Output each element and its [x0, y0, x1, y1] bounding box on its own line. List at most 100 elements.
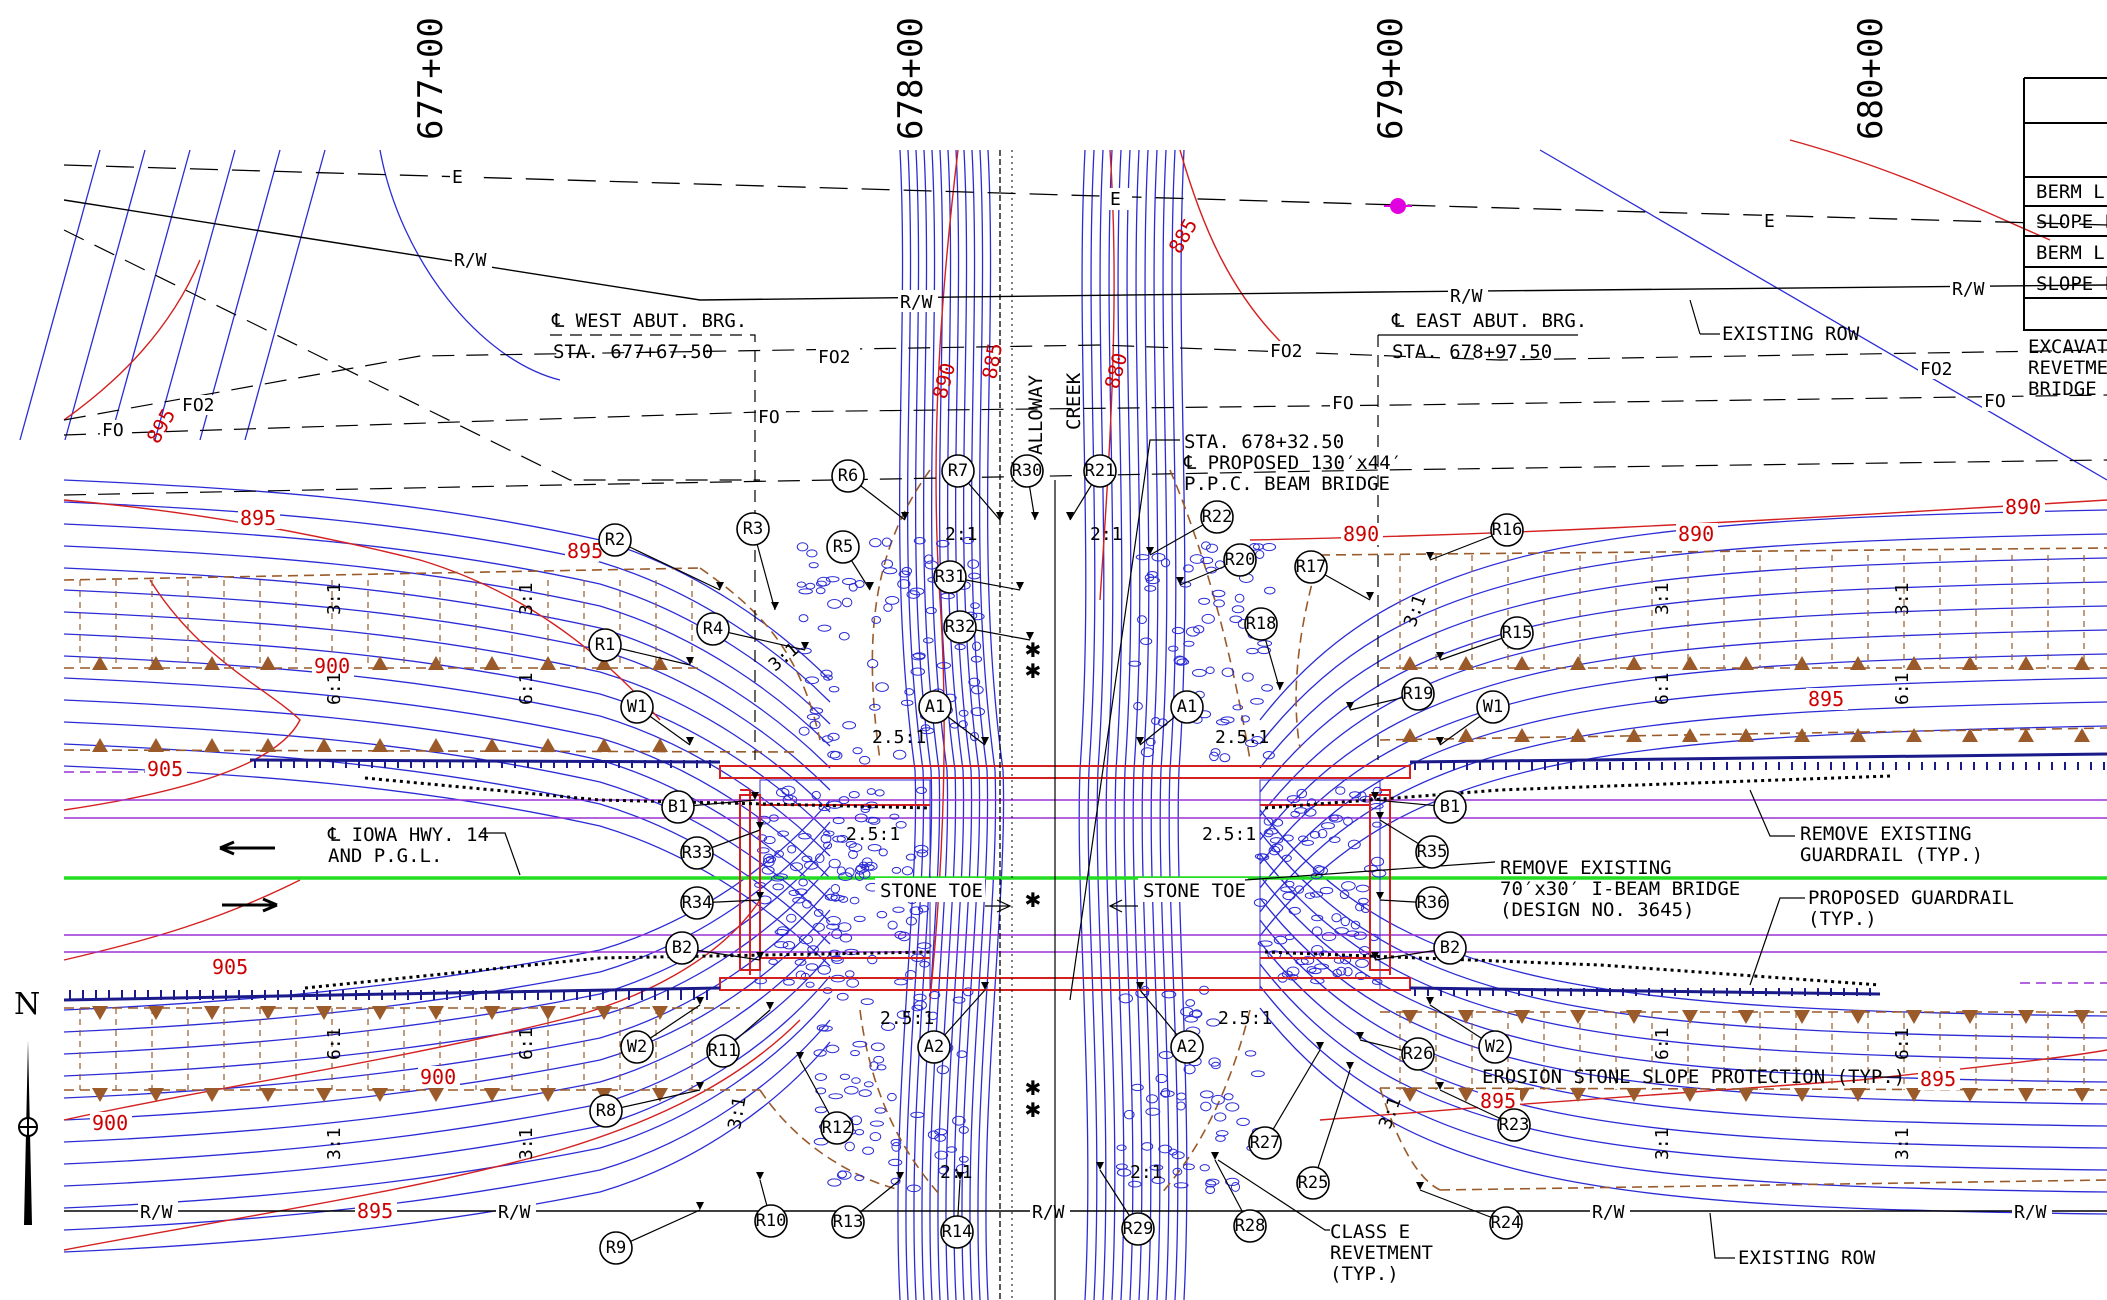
existing-contours: [19, 149, 2107, 1300]
reference-bubble-r32: R32: [943, 610, 977, 644]
existing-row-callout-bottom: EXISTING ROW: [1709, 1212, 1876, 1269]
reference-bubble-r27: R27: [1248, 1126, 1282, 1160]
roadway-lines: [64, 771, 2107, 984]
svg-text:FO2: FO2: [1270, 341, 1303, 362]
east-abutment-callout: ℄ EAST ABUT. BRG. STA. 678+97.50: [1377, 310, 1587, 760]
svg-text:B2: B2: [672, 938, 692, 958]
reference-bubble-r20: R20: [1223, 543, 1257, 577]
svg-text:STONE TOE: STONE TOE: [880, 880, 983, 902]
svg-text:(TYP.): (TYP.): [1330, 1263, 1399, 1285]
svg-text:✱: ✱: [1025, 1094, 1041, 1124]
slope-ratio-label: 3:1: [1652, 1127, 1673, 1160]
svg-text:R25: R25: [1298, 1173, 1329, 1193]
reference-bubble-w2: W2: [1478, 1030, 1512, 1064]
proposed-guardrail-callout: PROPOSED GUARDRAIL (TYP.): [1749, 887, 2014, 986]
svg-text:R14: R14: [942, 1222, 973, 1242]
fiber-optic-lines: [63, 229, 2107, 496]
station-677: 677+00: [411, 17, 451, 140]
svg-text:R8: R8: [596, 1101, 616, 1121]
slope-ratio-label: 3:1: [1892, 582, 1913, 615]
west-abut-station: STA. 677+67.50: [553, 341, 713, 363]
creek-name-1: ALLOWAY: [1025, 374, 1047, 455]
svg-text:890: 890: [1678, 522, 1714, 546]
svg-text:905: 905: [147, 757, 183, 781]
highway-pgl: AND P.G.L.: [328, 845, 442, 867]
contour-labels: 895 895 900 905 905 900 900 895 890 890 …: [90, 214, 2045, 1223]
reference-bubble-r5: R5: [826, 530, 860, 564]
svg-text:N: N: [14, 987, 40, 1022]
svg-text:(DESIGN NO. 3645): (DESIGN NO. 3645): [1500, 899, 1694, 921]
svg-text:895: 895: [240, 506, 276, 530]
svg-text:890: 890: [1343, 522, 1379, 546]
reference-bubble-w1: W1: [620, 690, 654, 724]
reference-bubble-r10: R10: [754, 1204, 788, 1238]
svg-text:R26: R26: [1403, 1044, 1434, 1064]
reference-bubble-w2: W2: [620, 1030, 654, 1064]
svg-text:R11: R11: [708, 1041, 739, 1061]
slope-labels: 3:1 3:1 6:1 6:1 3:1 3:1 6:1 6:1 6:1 6:1 3:1 3:1 6:1 6…: [324, 524, 1913, 1183]
svg-text:R12: R12: [822, 1118, 853, 1138]
reference-bubble-r17: R17: [1294, 550, 1328, 584]
svg-text:R/W: R/W: [900, 292, 933, 313]
svg-text:R35: R35: [1417, 842, 1448, 862]
reference-bubble-r35: R35: [1415, 835, 1449, 869]
reference-bubble-r29: R29: [1121, 1212, 1155, 1246]
slope-ratio-label: 6:1: [1652, 672, 1673, 705]
slope-ratio-label: 2.5:1: [1202, 824, 1256, 845]
reference-bubble-r13: R13: [831, 1205, 865, 1239]
slope-ratio-label: 2.5:1: [1218, 1008, 1272, 1029]
stone-toe-labels: STONE TOE STONE TOE: [875, 878, 1248, 913]
station-679: 679+00: [1371, 17, 1411, 140]
reference-bubble-b1: B1: [1433, 790, 1467, 824]
svg-text:(TYP.): (TYP.): [1808, 908, 1877, 930]
svg-text:FO2: FO2: [818, 347, 851, 368]
svg-text:R16: R16: [1492, 520, 1523, 540]
bridge-station: STA. 678+32.50: [1184, 431, 1344, 453]
svg-text:R15: R15: [1502, 623, 1533, 643]
reference-bubble-r9: R9: [599, 1231, 633, 1265]
slope-ratio-label: 2.5:1: [846, 824, 900, 845]
svg-text:R13: R13: [833, 1212, 864, 1232]
slope-ratio-label: 6:1: [516, 1027, 537, 1060]
svg-text:R34: R34: [682, 893, 713, 913]
slope-ratio-label: 3:1: [324, 582, 345, 615]
slope-ratio-label: 6:1: [324, 1027, 345, 1060]
svg-text:EXISTING ROW: EXISTING ROW: [1722, 323, 1860, 345]
bridge-description: ℄ PROPOSED 130′x44′: [1183, 452, 1402, 474]
highway-callout: ℄ IOWA HWY. 14 AND P.G.L.: [219, 824, 521, 913]
slope-ratio-label: 2.5:1: [1215, 727, 1269, 748]
svg-text:BERM L: BERM L: [2036, 181, 2105, 203]
reference-bubbles: R1 R2 R3 R4 R5 R6 R7 R30 R21 R22 R20 R16 R17 R18 R15 R1…: [588, 454, 1534, 1265]
svg-text:R4: R4: [703, 619, 723, 639]
svg-text:R18: R18: [1246, 614, 1277, 634]
svg-text:B1: B1: [1440, 797, 1460, 817]
reference-bubble-r4: R4: [696, 612, 730, 646]
slope-ratio-label: 6:1: [516, 672, 537, 705]
svg-text:R7: R7: [948, 461, 968, 481]
grading-hachures: [79, 555, 2085, 1090]
reference-bubble-r28: R28: [1233, 1209, 1267, 1243]
slope-ratio-label: 6:1: [1652, 1027, 1673, 1060]
svg-text:W2: W2: [627, 1037, 647, 1057]
svg-text:R6: R6: [838, 466, 858, 486]
note-asterisks: ✱ ✱ ✱ ✱ ✱: [1025, 634, 1041, 1124]
creek-name-2: CREEK: [1063, 372, 1085, 430]
svg-text:SLOPE E: SLOPE E: [2036, 211, 2107, 233]
reference-bubble-r30: R30: [1010, 454, 1044, 488]
svg-text:905: 905: [212, 955, 248, 979]
svg-text:FO: FO: [1984, 391, 2006, 412]
slope-ratio-label: 6:1: [324, 672, 345, 705]
reference-bubble-r16: R16: [1490, 513, 1524, 547]
svg-text:R/W: R/W: [454, 250, 487, 271]
svg-text:A1: A1: [1177, 697, 1197, 717]
slope-ratio-label: 6:1: [1892, 672, 1913, 705]
svg-text:CLASS E: CLASS E: [1330, 1221, 1410, 1243]
svg-text:W2: W2: [1485, 1037, 1505, 1057]
highway-name: ℄ IOWA HWY. 14: [327, 824, 489, 846]
slope-ratio-label: 6:1: [1892, 1027, 1913, 1060]
station-680: 680+00: [1851, 17, 1891, 140]
svg-text:✱: ✱: [1025, 884, 1041, 914]
remove-bridge-callout: REMOVE EXISTING 70′x30′ I-BEAM BRIDGE (D…: [1244, 857, 1740, 921]
svg-text:A1: A1: [925, 697, 945, 717]
